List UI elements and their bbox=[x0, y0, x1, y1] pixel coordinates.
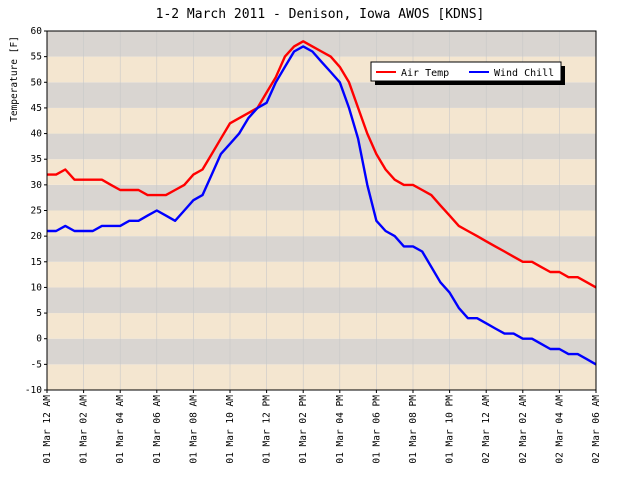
x-tick-label: 01 Mar 02 PM bbox=[298, 395, 309, 464]
x-tick-label: 01 Mar 06 PM bbox=[371, 395, 382, 464]
y-tick-label: 10 bbox=[31, 282, 43, 293]
y-tick-label: 20 bbox=[31, 231, 43, 242]
x-tick-label: 01 Mar 02 AM bbox=[79, 395, 90, 464]
plot-band bbox=[47, 338, 596, 365]
y-tick-label: -5 bbox=[31, 359, 42, 370]
y-tick-label: 40 bbox=[31, 129, 43, 140]
y-tick-label: 15 bbox=[31, 257, 42, 268]
x-tick-label: 01 Mar 10 AM bbox=[225, 395, 236, 464]
plot-band bbox=[47, 82, 596, 108]
legend-label-air-temp: Air Temp bbox=[401, 68, 449, 79]
y-tick-label: 60 bbox=[31, 26, 43, 37]
chart-title: 1-2 March 2011 - Denison, Iowa AWOS [KDN… bbox=[156, 7, 485, 22]
x-tick-label: 01 Mar 04 PM bbox=[335, 395, 346, 464]
y-tick-label: 50 bbox=[31, 77, 43, 88]
y-tick-label: 0 bbox=[36, 334, 42, 345]
x-tick-label: 01 Mar 12 AM bbox=[42, 395, 53, 464]
x-tick-label: 01 Mar 10 PM bbox=[445, 395, 456, 464]
plot-band bbox=[47, 107, 596, 134]
series-lines bbox=[47, 40, 597, 366]
x-tick-label: 01 Mar 12 PM bbox=[262, 395, 273, 464]
gridlines bbox=[46, 31, 597, 390]
series-line-wind-chill bbox=[47, 45, 597, 366]
x-tick-label: 02 Mar 04 AM bbox=[554, 395, 565, 464]
y-tick-label: 5 bbox=[36, 308, 42, 319]
x-tick-label: 02 Mar 06 AM bbox=[591, 395, 602, 464]
y-tick-label: 35 bbox=[31, 154, 42, 165]
x-tick-label: 01 Mar 06 AM bbox=[152, 395, 163, 464]
series-line-air-temp bbox=[47, 40, 597, 289]
plot-band bbox=[47, 210, 596, 237]
y-tick-label: 30 bbox=[31, 180, 43, 191]
plot-band bbox=[47, 184, 596, 211]
plot-band bbox=[47, 364, 596, 390]
plot-band bbox=[47, 261, 596, 288]
plot-band bbox=[47, 159, 596, 185]
y-tick-label: -10 bbox=[25, 385, 42, 396]
x-axis-ticks: 01 Mar 12 AM 01 Mar 02 AM 01 Mar 04 AM 01 M… bbox=[42, 390, 602, 464]
x-tick-label: 01 Mar 04 AM bbox=[115, 395, 126, 464]
y-axis-label: Temperature [F] bbox=[9, 36, 20, 122]
x-tick-label: 02 Mar 02 AM bbox=[518, 395, 529, 464]
plot-band bbox=[47, 236, 596, 262]
x-tick-label: 02 Mar 12 AM bbox=[481, 395, 492, 464]
legend-label-wind-chill: Wind Chill bbox=[494, 68, 554, 79]
plot-band bbox=[47, 287, 596, 314]
y-tick-label: 55 bbox=[31, 52, 42, 63]
legend-box bbox=[370, 61, 562, 82]
plot-band bbox=[47, 133, 596, 160]
y-tick-label: 45 bbox=[31, 103, 42, 114]
y-axis-ticks: -10 -5 0 5 10 15 20 25 30 35 40 45 50 55 60 bbox=[25, 26, 47, 396]
legend: Air Temp Wind Chill bbox=[370, 61, 565, 85]
y-tick-label: 25 bbox=[31, 206, 42, 217]
x-tick-label: 01 Mar 08 PM bbox=[408, 395, 419, 464]
x-tick-label: 01 Mar 08 AM bbox=[188, 395, 199, 464]
